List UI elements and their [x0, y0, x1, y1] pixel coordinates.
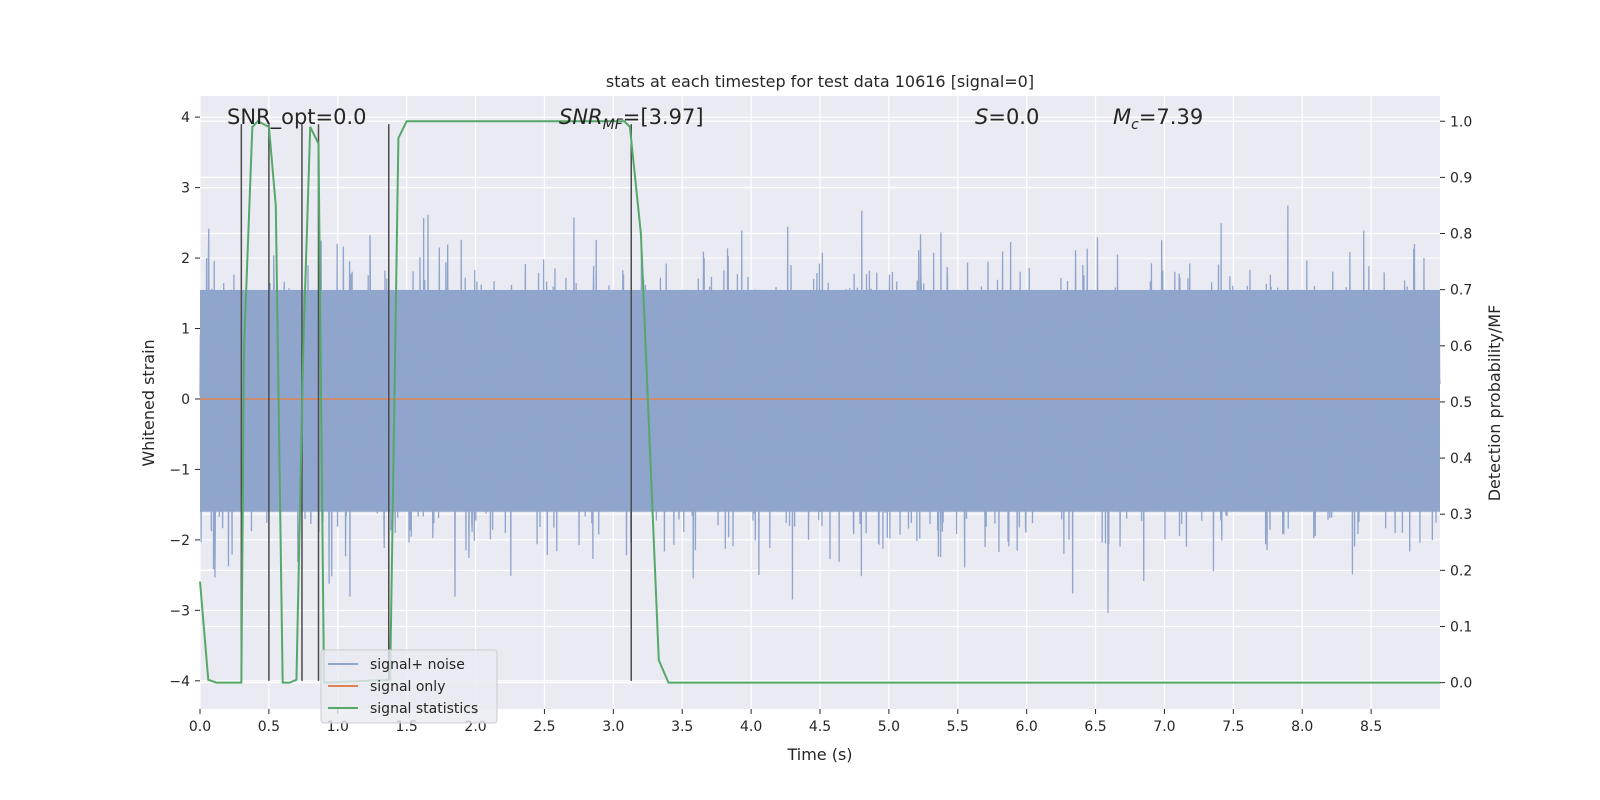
x-axis-label: Time (s) — [786, 745, 852, 764]
x-tick-label: 7.5 — [1222, 719, 1244, 735]
legend-label-noise: signal+ noise — [370, 657, 465, 673]
x-tick-label: 0.0 — [189, 719, 211, 735]
snr-opt-annotation: SNR_opt=0.0 — [227, 105, 367, 130]
snr-mf-annotation: SNRMF=[3.97] — [559, 105, 704, 133]
legend: signal+ noise signal only signal statist… — [320, 649, 498, 724]
mc-annotation: Mc=7.39 — [1113, 105, 1203, 133]
snr-mf-label: SNR — [559, 105, 603, 129]
y2-tick-label: 0.1 — [1450, 619, 1472, 635]
x-tick-label: 3.5 — [671, 719, 693, 735]
mc-value: =7.39 — [1139, 105, 1203, 129]
y-axis-label: Whitened strain — [139, 339, 158, 466]
s-value: =0.0 — [988, 105, 1039, 129]
noise-trace — [199, 205, 1441, 613]
y2-tick-label: 0.0 — [1450, 676, 1472, 692]
y2-axis-label: Detection probability/MF — [1485, 305, 1504, 502]
x-tick-label: 4.5 — [809, 719, 831, 735]
y-tick-label: −3 — [169, 603, 190, 619]
legend-label-statistics: signal statistics — [370, 701, 478, 717]
s-annotation: S=0.0 — [975, 105, 1039, 129]
y2-tick-label: 0.2 — [1450, 563, 1472, 579]
y-tick-label: −2 — [169, 533, 190, 549]
signal-statistics-line — [199, 120, 1440, 684]
snr-mf-sub: MF — [603, 117, 624, 133]
chart-title: stats at each timestep for test data 106… — [606, 72, 1034, 91]
y2-axis-ticks: 1.0 0.9 0.8 0.7 0.6 0.5 0.4 0.3 0.2 0.1 0.0 — [1440, 114, 1472, 692]
y2-tick-label: 0.6 — [1450, 339, 1472, 355]
y2-tick-label: 0.8 — [1450, 227, 1472, 243]
noise-series — [199, 205, 1441, 613]
y-tick-label: −1 — [169, 462, 190, 478]
x-tick-label: 5.5 — [947, 719, 969, 735]
x-tick-label: 8.0 — [1291, 719, 1313, 735]
y2-tick-label: 0.9 — [1450, 170, 1472, 186]
x-tick-label: 0.5 — [258, 719, 280, 735]
snr-mf-value: =[3.97] — [623, 105, 704, 129]
y2-tick-label: 1.0 — [1450, 114, 1472, 130]
x-tick-label: 5.0 — [878, 719, 900, 735]
y-tick-label: 4 — [181, 110, 190, 126]
y-tick-label: −4 — [169, 674, 190, 690]
x-tick-label: 4.0 — [740, 719, 762, 735]
y2-tick-label: 0.3 — [1450, 507, 1472, 523]
x-tick-label: 7.0 — [1153, 719, 1175, 735]
mc-label: M — [1113, 105, 1131, 129]
x-tick-label: 6.5 — [1084, 719, 1106, 735]
x-tick-label: 2.5 — [533, 719, 555, 735]
y-axis-ticks: 4 3 2 1 0 −1 −2 −3 −4 — [169, 110, 200, 690]
y-tick-label: 2 — [181, 251, 190, 267]
legend-label-signal-only: signal only — [370, 679, 445, 695]
x-tick-label: 3.0 — [602, 719, 624, 735]
y-tick-label: 1 — [181, 322, 190, 338]
y2-tick-label: 0.4 — [1450, 451, 1472, 467]
s-label: S — [975, 105, 988, 129]
y-tick-label: 3 — [181, 181, 190, 197]
y2-tick-label: 0.7 — [1450, 283, 1472, 299]
mc-sub: c — [1131, 117, 1139, 133]
y-tick-label: 0 — [181, 392, 190, 408]
x-tick-label: 6.0 — [1016, 719, 1038, 735]
legend-box — [320, 649, 498, 724]
y2-tick-label: 0.5 — [1450, 395, 1472, 411]
x-tick-label: 8.5 — [1360, 719, 1382, 735]
